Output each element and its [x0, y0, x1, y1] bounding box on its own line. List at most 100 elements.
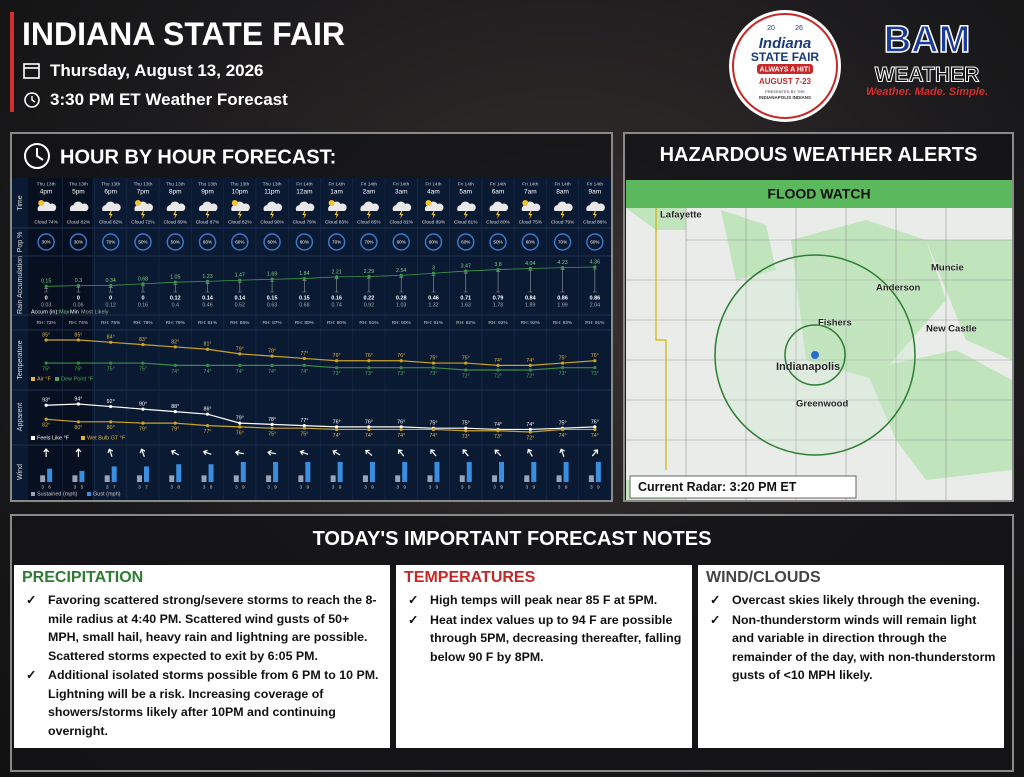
feels-like-line-point [593, 425, 597, 429]
cell-text: 75° [462, 355, 470, 361]
cell-text: 9 [532, 484, 535, 490]
cell-text: 0.28 [396, 295, 407, 301]
cell-text: 75° [74, 366, 82, 372]
cell-text: 72° [494, 373, 502, 379]
cell-text: RH: 78% [133, 320, 153, 326]
wind-sustained-bar [330, 475, 336, 482]
feels-like-line-point [44, 403, 48, 407]
city-label: Greenwood [796, 399, 848, 410]
accum-max-label: 2.29 [364, 269, 374, 275]
cell-text: 8 [210, 484, 213, 490]
dew-point-line-point [528, 368, 532, 372]
wind-arrow [494, 449, 502, 457]
dew-point-line-point [109, 361, 113, 365]
logo-text: Indiana [759, 35, 812, 52]
cell-text: 12am [296, 189, 312, 196]
legend-label: Feels Like °F [37, 435, 70, 441]
sun-icon [425, 200, 432, 206]
accum-whisker [108, 287, 113, 293]
pop-ring [521, 233, 540, 251]
wind-gust-bar [143, 466, 149, 482]
city-label: Lafayette [660, 210, 702, 221]
cell-text: 0.46 [428, 295, 439, 301]
cell-text: Fri 14th [393, 181, 410, 187]
cell-text: Cloud 81% [389, 219, 413, 225]
wind-arrow [234, 449, 244, 456]
note-item: High temps will peak near 85 F at 5PM. [404, 591, 684, 610]
cell-text: 70% [364, 240, 373, 245]
cell-text: 7am [524, 189, 537, 196]
air-temp-line-point [528, 363, 532, 367]
wet-bulb-line-point [173, 421, 177, 425]
wind-gust-bar [499, 462, 505, 482]
cell-text: 9am [589, 189, 602, 196]
cell-text: 10pm [232, 189, 248, 196]
dew-point-line-point [464, 368, 468, 372]
accum-max-line-point [496, 267, 500, 272]
cell-text: RH: 93% [553, 320, 573, 326]
wet-bulb-line-point [44, 417, 48, 421]
dew-point-line-point [335, 366, 339, 370]
pop-ring [166, 233, 184, 251]
air-temp-line-point [238, 352, 242, 356]
cell-text: 3 [41, 484, 44, 490]
accum-whisker [76, 287, 81, 293]
cell-text: 74° [333, 433, 341, 439]
cell-text: Thu 13th [134, 181, 153, 187]
dew-point-line-point [593, 366, 597, 370]
accum-max-line [46, 266, 595, 287]
cell-text: 3 [558, 484, 561, 490]
logo-text: Weather. Made. Simple. [866, 86, 988, 98]
air-temp-line-point [335, 359, 339, 363]
cell-text: 75° [559, 355, 567, 361]
cell-text: 0.4 [172, 302, 179, 308]
row-label: Pop % [17, 232, 24, 253]
pop-ring [37, 233, 55, 251]
cell-text: 3 [364, 484, 367, 490]
cell-text: 74° [494, 422, 502, 428]
alert-map: FLOOD WATCH Current Radar: 3:20 PM ET La… [626, 180, 1012, 500]
bolt-icon [399, 211, 404, 219]
cell-text: 0.86 [590, 295, 601, 301]
cell-text: 7pm [137, 189, 150, 196]
weather-icon [360, 201, 379, 211]
cell-text: Fri 14th [490, 181, 507, 187]
accum-max-line-point [431, 271, 436, 275]
wind-gust-bar [563, 462, 569, 482]
cell-text: 93° [42, 398, 50, 404]
cell-text: 3 [170, 484, 173, 490]
wet-bulb-line-point [76, 420, 81, 424]
pop-ring [586, 233, 604, 251]
air-temp-line-point [431, 361, 436, 365]
cell-text: 78° [268, 417, 276, 423]
cell-text: 0.74 [331, 302, 341, 308]
wind-arrow [398, 449, 405, 457]
pop-ring [134, 233, 152, 251]
alert-name: FLOOD WATCH [767, 186, 870, 202]
accum-whisker [44, 288, 49, 293]
wet-bulb-line-point [464, 429, 468, 433]
pop-ring [327, 233, 346, 251]
cell-text: 76° [591, 419, 599, 425]
weather-icon [166, 201, 186, 211]
cell-text: 3 [429, 484, 432, 490]
cell-text: 70% [106, 240, 115, 245]
accum-max-line-point [367, 274, 371, 279]
cell-text: 79° [236, 415, 244, 421]
wind-sustained-bar [72, 475, 78, 482]
cell-text: 60% [429, 240, 438, 245]
feels-like-line-point [302, 424, 306, 428]
wind-arrow [462, 449, 469, 457]
logo-text: INDIANAPOLIS INDIANS [759, 95, 811, 100]
air-temp-line-point [109, 340, 113, 344]
wind-gust-bar [240, 462, 246, 482]
cell-text: 0.92 [364, 302, 374, 308]
note-heading: WIND/CLOUDS [706, 569, 821, 586]
cell-text: Cloud 89% [164, 219, 188, 225]
cell-text: 3 [525, 484, 528, 490]
accum-max-label: 2.54 [396, 268, 406, 274]
air-temp-line-point [593, 359, 597, 363]
cell-text: 30% [42, 240, 51, 245]
weather-icon [263, 201, 283, 211]
feels-like-line-point [335, 425, 339, 429]
